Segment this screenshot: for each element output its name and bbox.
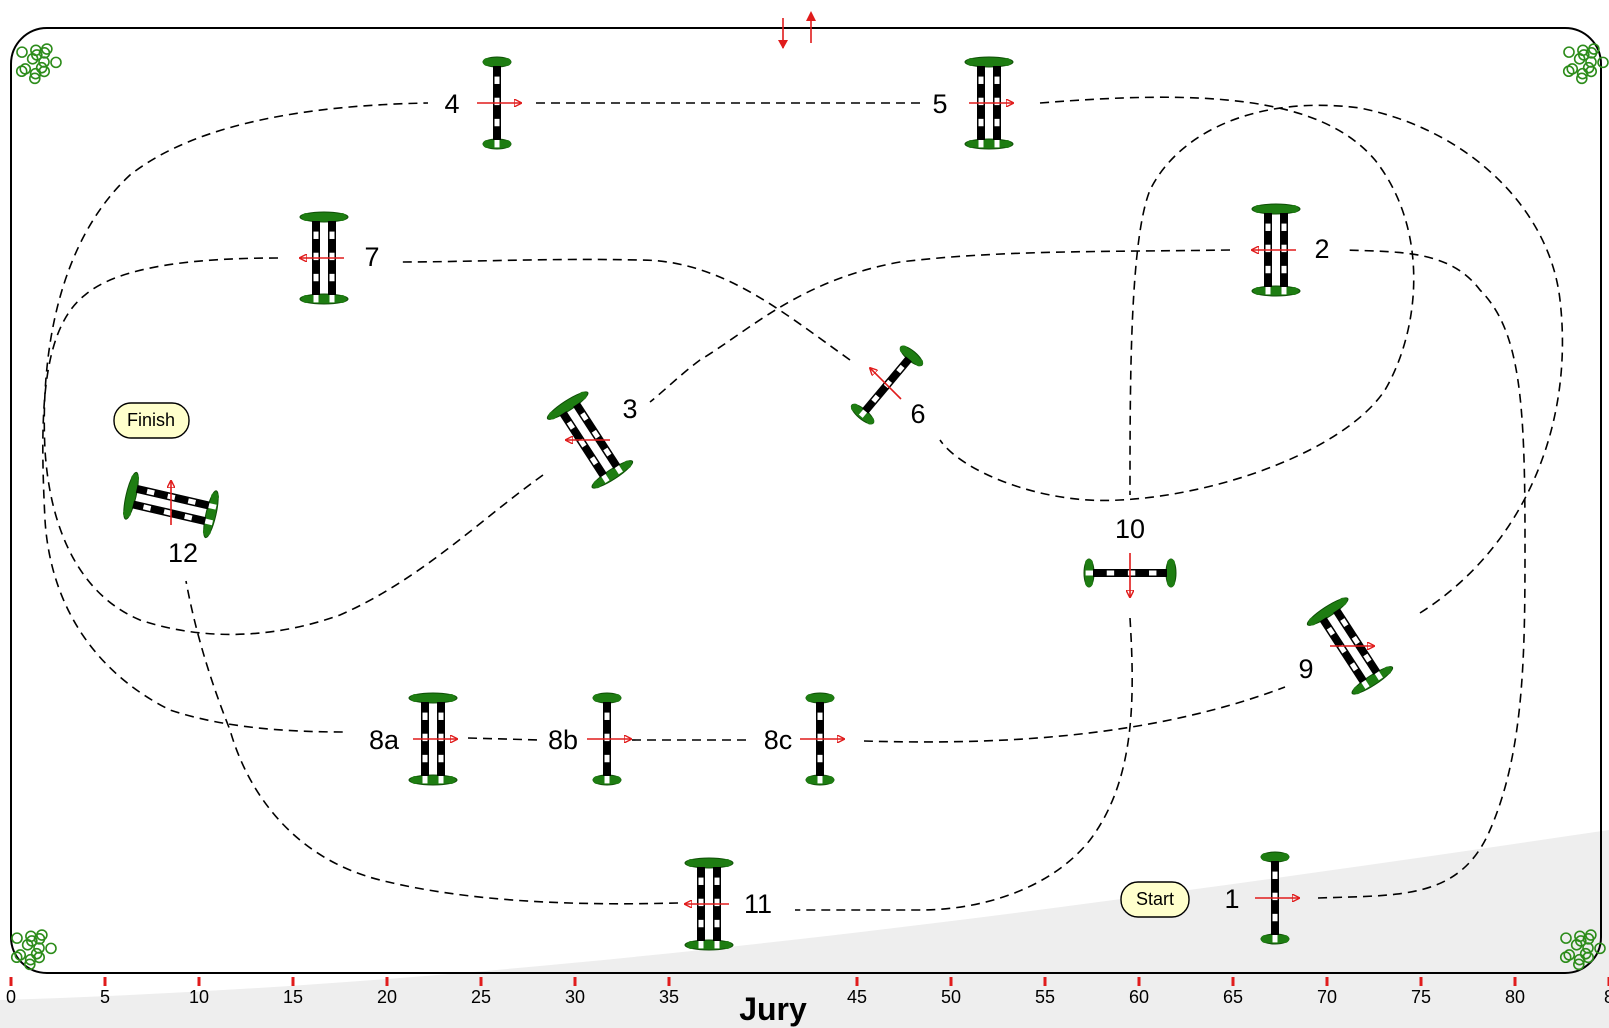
ruler-tick-label: 55: [1035, 987, 1055, 1007]
ruler-tick-label: 65: [1223, 987, 1243, 1007]
ruler-tick-label: 70: [1317, 987, 1337, 1007]
ruler-tick-label: 60: [1129, 987, 1149, 1007]
tree-icon: [1559, 929, 1606, 971]
fence-label: 7: [364, 242, 379, 272]
fence-3: 3: [546, 391, 638, 489]
fence-1: 1: [1224, 851, 1299, 945]
fence-label: 2: [1314, 234, 1329, 264]
fence-label: 8c: [764, 725, 793, 755]
fence-label: 11: [744, 889, 772, 919]
ruler-tick-label: 15: [283, 987, 303, 1007]
fence-label: 8a: [369, 725, 400, 755]
distance-ruler: 0 5 10 15 20 25 30 35 45 50 55 60 65 70 75 80 8: [6, 977, 1609, 1007]
ruler-tick-label: 20: [377, 987, 397, 1007]
fence-label: 8b: [548, 725, 578, 755]
fence-6: 6: [850, 345, 926, 429]
fence-4: 4: [444, 56, 521, 150]
ruler-tick-label: 50: [941, 987, 961, 1007]
start-label: Start: [1136, 889, 1174, 909]
arena-border: [10, 27, 1602, 974]
fence-9: 9: [1298, 597, 1394, 695]
fence-2: 2: [1252, 203, 1330, 297]
fence-12: 12: [123, 471, 219, 568]
course-path: [42, 96, 1564, 911]
fence-label: 5: [932, 89, 947, 119]
ruler-tick-label: 8: [1604, 987, 1609, 1007]
fence-label: 4: [444, 89, 459, 119]
fence-label: 1: [1224, 884, 1239, 914]
exit-arrow-icon: [806, 11, 816, 43]
fence-label: 9: [1298, 654, 1313, 684]
ruler-tick-label: 35: [659, 987, 679, 1007]
ruler-tick-label: 75: [1411, 987, 1431, 1007]
start-marker: Start: [1120, 881, 1190, 918]
fence-label: 12: [168, 538, 198, 568]
fence-8c: 8c: [764, 692, 844, 786]
fence-11: 11: [685, 857, 772, 951]
fence-10: 10: [1083, 514, 1177, 597]
fence-8b: 8b: [548, 692, 631, 786]
fence-label: 6: [910, 399, 925, 429]
ruler-tick-label: 45: [847, 987, 867, 1007]
fence-5: 5: [932, 56, 1013, 150]
jury-label: Jury: [739, 991, 807, 1027]
ruler-tick-label: 30: [565, 987, 585, 1007]
entry-arrow-icon: [778, 18, 788, 49]
ground-shade: [0, 830, 1609, 1028]
finish-label: Finish: [127, 410, 175, 430]
fence-8a: 8a: [369, 692, 457, 786]
finish-marker: Finish: [113, 402, 190, 439]
tree-icon: [1562, 43, 1609, 85]
tree-icon: [15, 43, 62, 85]
tree-icon: [10, 929, 57, 971]
ruler-tick-label: 80: [1505, 987, 1525, 1007]
ruler-tick-label: 25: [471, 987, 491, 1007]
fence-7: 7: [300, 211, 380, 305]
fence-label: 3: [622, 394, 637, 424]
fence-label: 10: [1115, 514, 1145, 544]
ruler-tick-label: 0: [6, 987, 16, 1007]
ruler-tick-label: 10: [189, 987, 209, 1007]
ruler-tick-label: 5: [100, 987, 110, 1007]
